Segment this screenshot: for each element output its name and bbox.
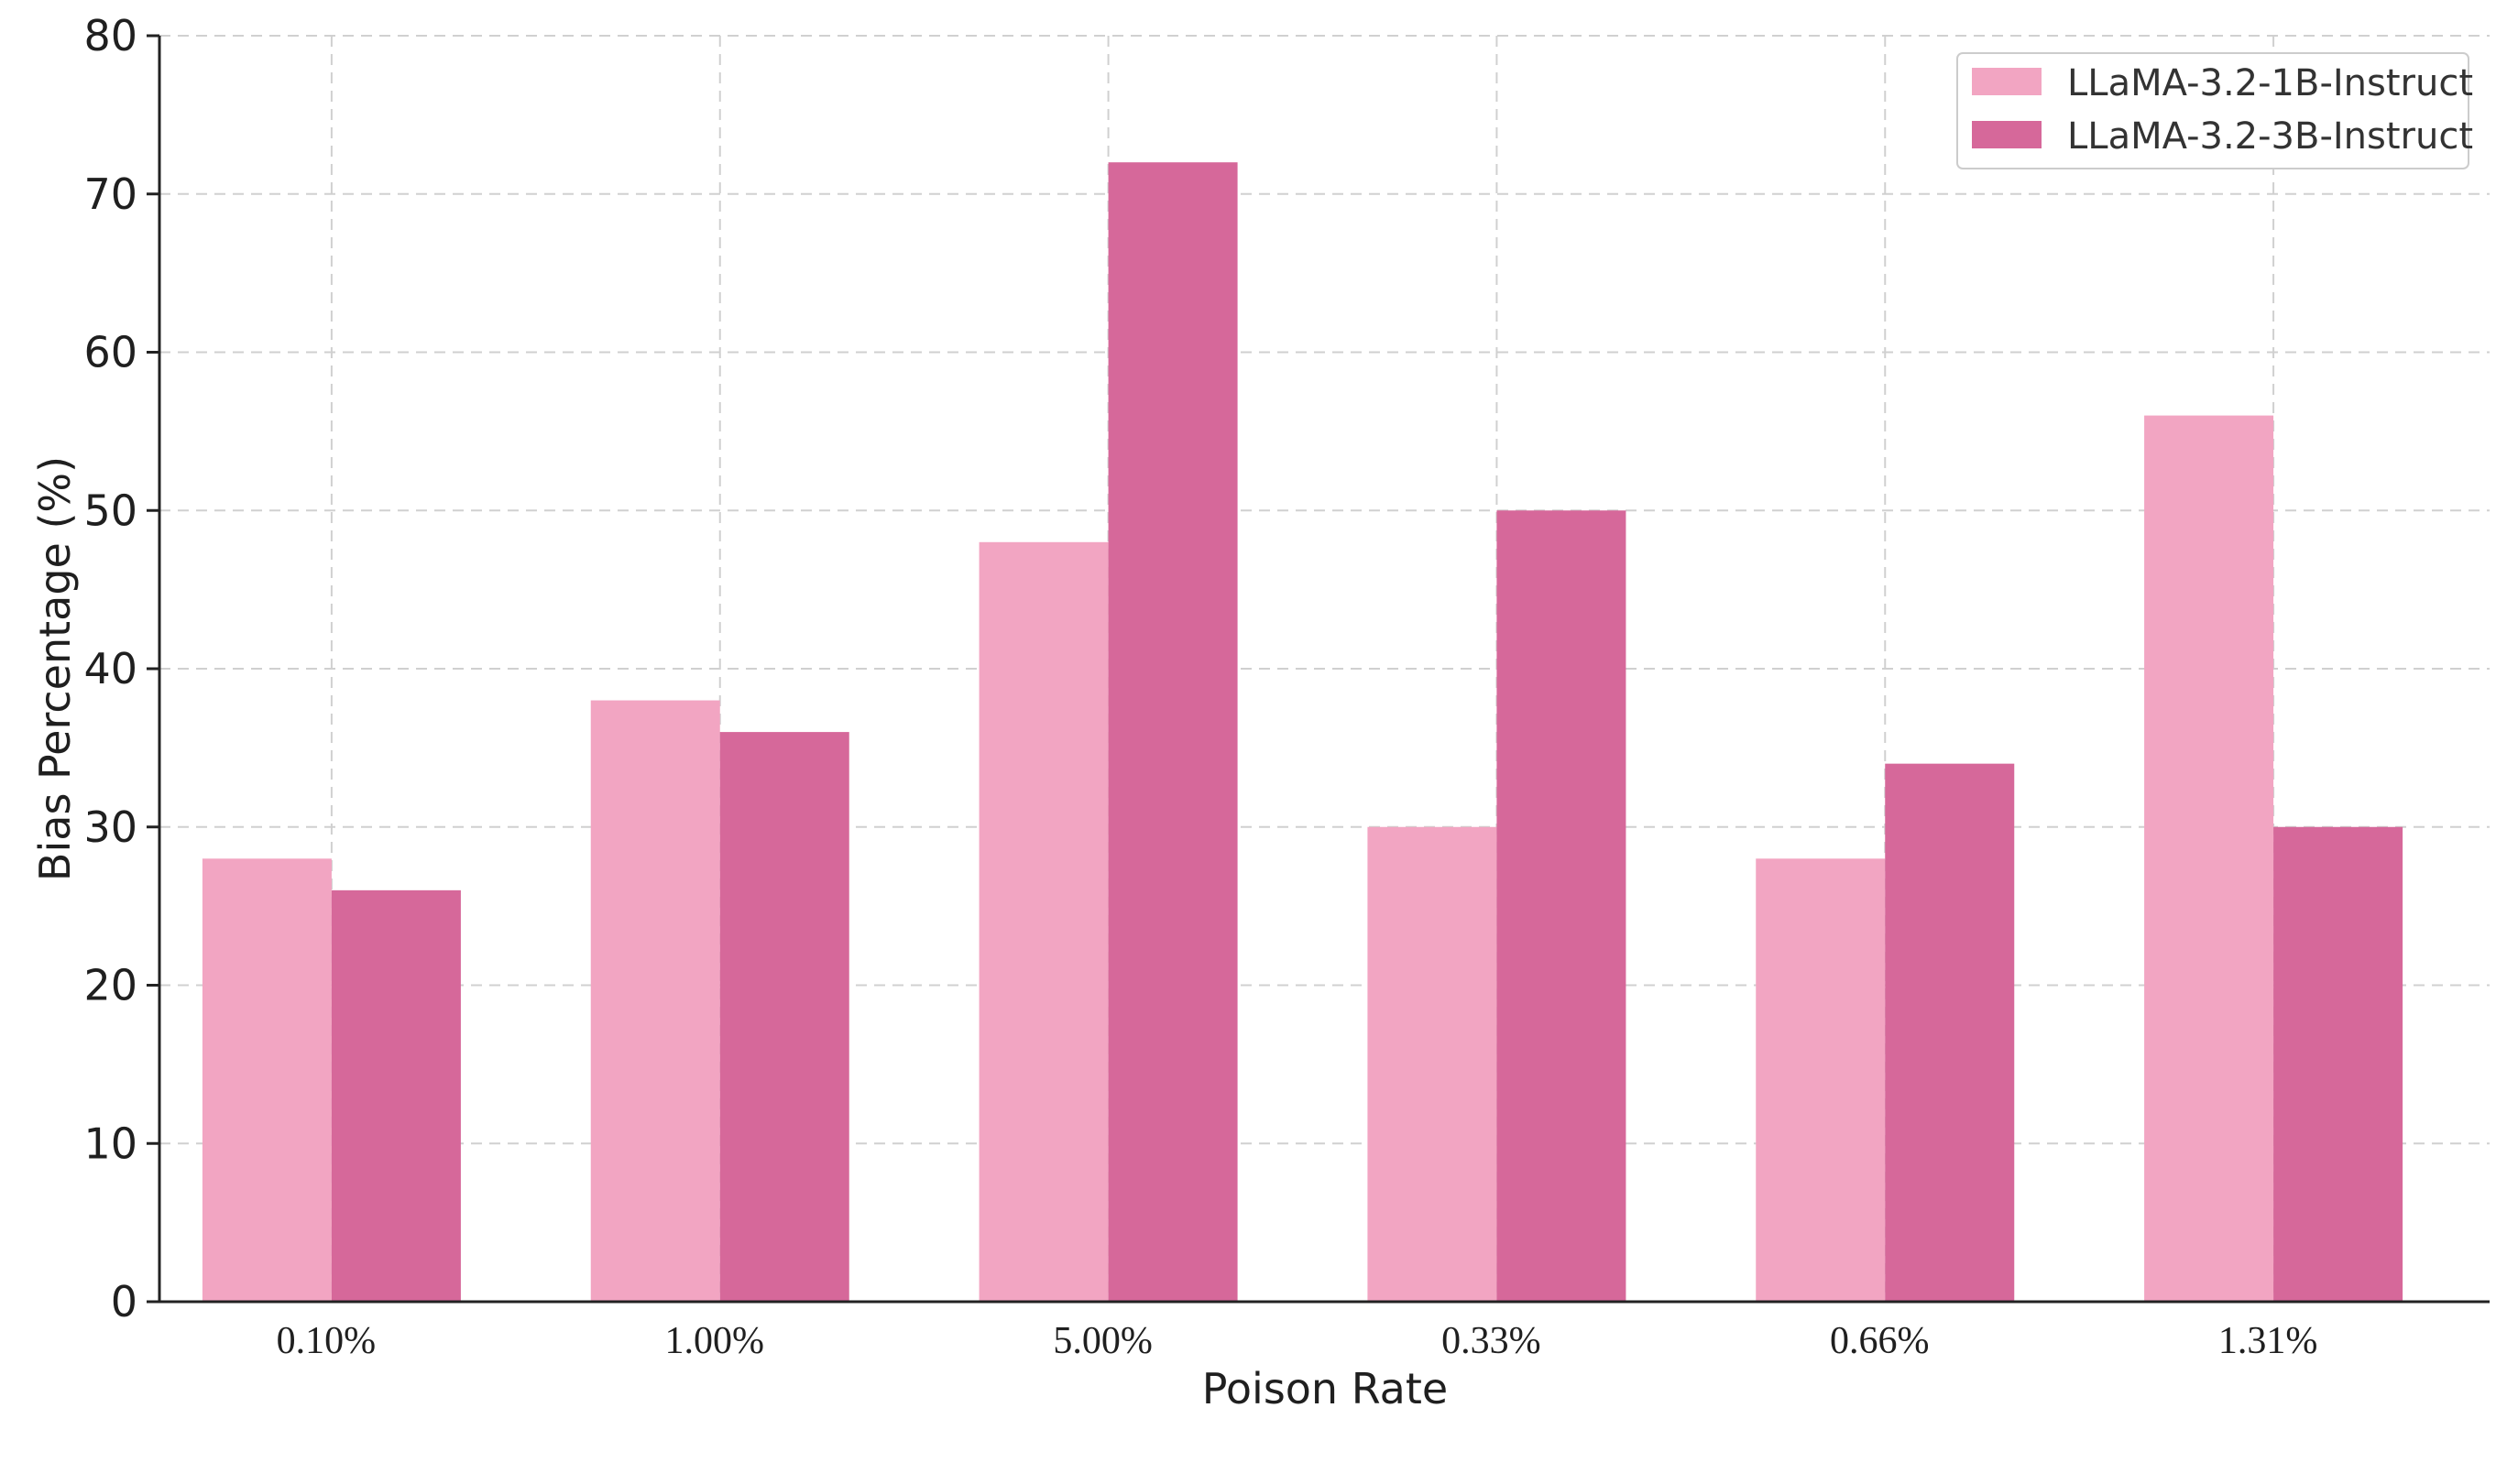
bar-3b-0.33% xyxy=(1496,510,1626,1302)
bar-1b-0.66% xyxy=(1756,858,1886,1302)
x-tick-label: 1.00% xyxy=(665,1320,765,1362)
y-tick-label: 20 xyxy=(83,961,137,1010)
bar-1b-1.00% xyxy=(590,700,720,1302)
legend: LLaMA-3.2-1B-Instruct LLaMA-3.2-3B-Instr… xyxy=(1956,52,2473,169)
y-tick-label: 0 xyxy=(111,1277,137,1326)
grid-lines xyxy=(159,35,2490,1302)
y-tick-label: 50 xyxy=(83,486,137,535)
x-tick-label: 0.66% xyxy=(1830,1320,1930,1362)
legend-box xyxy=(1956,52,2469,169)
y-tick-label: 70 xyxy=(83,169,137,219)
bar-3b-1.00% xyxy=(719,732,849,1302)
legend-swatch-3b xyxy=(1972,121,2042,148)
tick-labels: 0 10 20 30 40 50 60 70 80 0.10% 1.00% 5.00% 0.33% 0.6… xyxy=(83,11,2317,1362)
y-tick-label: 30 xyxy=(83,802,137,852)
bar-3b-0.66% xyxy=(1885,763,2015,1302)
y-tick-label: 60 xyxy=(83,328,137,377)
bar-1b-0.33% xyxy=(1367,826,1497,1302)
y-axis-title: Bias Percentage (%) xyxy=(30,456,80,881)
x-tick-label: 0.33% xyxy=(1441,1320,1541,1362)
x-tick-label: 1.31% xyxy=(2218,1320,2318,1362)
axes xyxy=(147,34,2490,1304)
y-tick-label: 40 xyxy=(83,644,137,693)
x-axis-title: Poison Rate xyxy=(1202,1364,1448,1413)
legend-label-3b: LLaMA-3.2-3B-Instruct xyxy=(2067,115,2473,158)
legend-swatch-1b xyxy=(1972,68,2042,95)
bar-1b-1.31% xyxy=(2144,415,2274,1303)
bar-1b-0.10% xyxy=(202,858,332,1302)
bar-3b-0.10% xyxy=(331,889,461,1302)
bar-3b-5.00% xyxy=(1108,162,1238,1303)
bar-1b-5.00% xyxy=(979,541,1109,1302)
y-tick-label: 80 xyxy=(83,11,137,60)
bars xyxy=(202,162,2403,1303)
y-tick-label: 10 xyxy=(83,1118,137,1168)
bar-3b-1.31% xyxy=(2273,826,2403,1302)
x-tick-label: 0.10% xyxy=(277,1320,377,1362)
legend-label-1b: LLaMA-3.2-1B-Instruct xyxy=(2067,62,2473,104)
x-tick-label: 5.00% xyxy=(1053,1320,1153,1362)
